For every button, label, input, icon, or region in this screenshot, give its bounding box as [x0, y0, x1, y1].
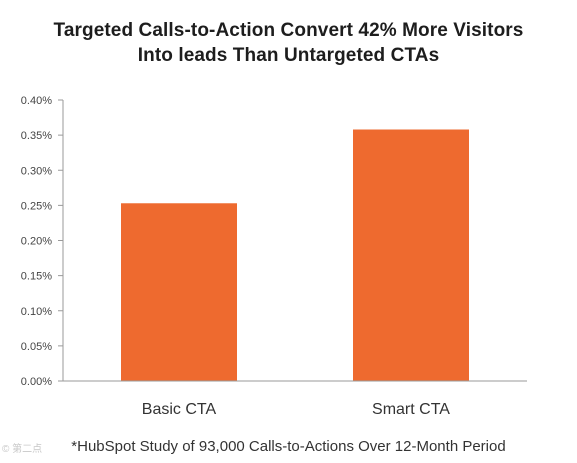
chart-title-line-2: Into leads Than Untargeted CTAs [137, 45, 440, 66]
x-category-label: Basic CTA [142, 401, 217, 418]
y-tick-label: 0.00% [21, 376, 52, 388]
x-category-label: Smart CTA [372, 401, 450, 418]
y-tick-label: 0.40% [21, 95, 52, 107]
bar-smart-cta [353, 129, 469, 381]
y-tick-label: 0.10% [21, 306, 52, 318]
y-tick-label: 0.35% [21, 130, 52, 142]
chart-title-line-1: Targeted Calls-to-Action Convert 42% Mor… [53, 20, 524, 41]
y-tick-label: 0.30% [21, 165, 52, 177]
y-tick-label: 0.20% [21, 236, 52, 248]
watermark: © 第二点 [2, 444, 43, 455]
bar-basic-cta [121, 203, 237, 381]
footnote: *HubSpot Study of 93,000 Calls-to-Action… [71, 438, 506, 455]
y-tick-label: 0.05% [21, 341, 52, 353]
y-tick-label: 0.25% [21, 200, 52, 212]
y-tick-label: 0.15% [21, 271, 52, 283]
